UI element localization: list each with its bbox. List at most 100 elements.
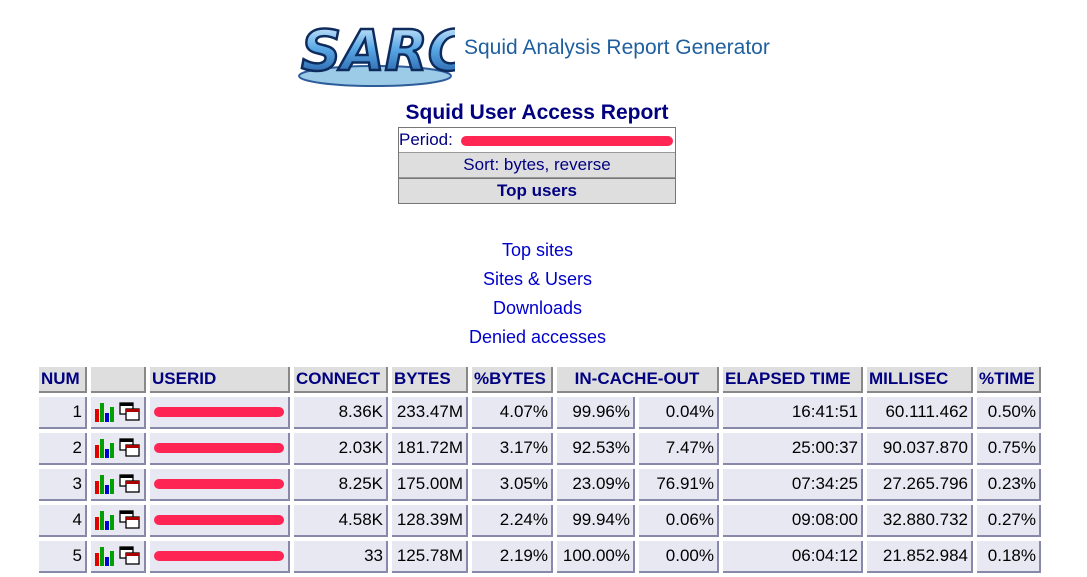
window-icon[interactable]: [119, 402, 141, 422]
row-icons: [91, 469, 146, 501]
header-percent-time: %TIME: [977, 367, 1041, 393]
report-info-box: Period: Sort: bytes, reverse Top users: [398, 127, 676, 204]
row-millisec: 32.880.732: [867, 505, 973, 537]
downloads-link[interactable]: Downloads: [492, 298, 583, 318]
header-userid: USERID: [150, 367, 290, 393]
header-icons: [91, 367, 146, 393]
row-in-cache: 23.09%: [557, 469, 635, 501]
row-bytes: 233.47M: [392, 397, 468, 429]
header-elapsed-time: ELAPSED TIME: [723, 367, 863, 393]
row-out-cache: 0.00%: [639, 541, 719, 573]
top-users-table: NUM USERID CONNECT BYTES %BYTES IN-CACHE…: [35, 363, 1045, 577]
row-icons: [91, 505, 146, 537]
row-out-cache: 0.04%: [639, 397, 719, 429]
bar-chart-icon[interactable]: [94, 510, 116, 531]
row-percent-bytes: 3.05%: [472, 469, 553, 501]
row-in-cache: 99.94%: [557, 505, 635, 537]
row-out-cache: 0.06%: [639, 505, 719, 537]
top-users-row: Top users: [399, 178, 675, 203]
header-millisec: MILLISEC: [867, 367, 973, 393]
row-millisec: 90.037.870: [867, 433, 973, 465]
period-label: Period:: [399, 130, 453, 149]
row-icons: [91, 433, 146, 465]
sort-row: Sort: bytes, reverse: [399, 153, 675, 178]
redaction-mark: [154, 515, 284, 525]
row-millisec: 27.265.796: [867, 469, 973, 501]
row-connect: 4.58K: [294, 505, 388, 537]
header-percent-bytes: %BYTES: [472, 367, 553, 393]
window-icon[interactable]: [119, 510, 141, 530]
redaction-mark: [154, 551, 284, 561]
window-icon[interactable]: [119, 546, 141, 566]
row-millisec: 21.852.984: [867, 541, 973, 573]
header-in-cache-out: IN-CACHE-OUT: [557, 367, 719, 393]
row-percent-time: 0.27%: [977, 505, 1041, 537]
report-title: Squid User Access Report: [405, 101, 669, 124]
row-num: 4: [39, 505, 87, 537]
header-bytes: BYTES: [392, 367, 468, 393]
row-icons: [91, 541, 146, 573]
top-sites-link[interactable]: Top sites: [501, 240, 574, 260]
row-percent-bytes: 3.17%: [472, 433, 553, 465]
bar-chart-icon[interactable]: [94, 438, 116, 459]
row-num: 3: [39, 469, 87, 501]
denied-accesses-link[interactable]: Denied accesses: [468, 327, 607, 347]
row-bytes: 125.78M: [392, 541, 468, 573]
table-row: 5 33 125.78M 2.19% 100.00% 0.00% 06:04:1…: [39, 541, 1041, 573]
row-elapsed-time: 16:41:51: [723, 397, 863, 429]
redaction-mark: [461, 136, 673, 146]
bar-chart-icon[interactable]: [94, 402, 116, 423]
window-icon[interactable]: [119, 438, 141, 458]
row-userid-link[interactable]: [150, 433, 290, 465]
row-userid-link[interactable]: [150, 469, 290, 501]
row-percent-time: 0.50%: [977, 397, 1041, 429]
row-percent-time: 0.18%: [977, 541, 1041, 573]
redaction-mark: [154, 407, 284, 417]
table-row: 1 8.36K 233.47M 4.07% 99.96% 0.04% 16:41…: [39, 397, 1041, 429]
header-num: NUM: [39, 367, 87, 393]
row-percent-bytes: 2.19%: [472, 541, 553, 573]
row-out-cache: 7.47%: [639, 433, 719, 465]
window-icon[interactable]: [119, 474, 141, 494]
row-connect: 2.03K: [294, 433, 388, 465]
bar-chart-icon[interactable]: [94, 546, 116, 567]
row-num: 5: [39, 541, 87, 573]
row-connect: 8.36K: [294, 397, 388, 429]
row-percent-bytes: 4.07%: [472, 397, 553, 429]
row-in-cache: 99.96%: [557, 397, 635, 429]
row-num: 2: [39, 433, 87, 465]
app-title: Squid Analysis Report Generator: [464, 36, 770, 59]
bar-chart-icon[interactable]: [94, 474, 116, 495]
redaction-mark: [154, 479, 284, 489]
row-in-cache: 100.00%: [557, 541, 635, 573]
row-bytes: 175.00M: [392, 469, 468, 501]
redaction-mark: [154, 443, 284, 453]
row-bytes: 181.72M: [392, 433, 468, 465]
row-connect: 8.25K: [294, 469, 388, 501]
row-elapsed-time: 09:08:00: [723, 505, 863, 537]
row-elapsed-time: 06:04:12: [723, 541, 863, 573]
row-connect: 33: [294, 541, 388, 573]
table-row: 4 4.58K 128.39M 2.24% 99.94% 0.06% 09:08…: [39, 505, 1041, 537]
row-userid-link[interactable]: [150, 541, 290, 573]
table-row: 3 8.25K 175.00M 3.05% 23.09% 76.91% 07:3…: [39, 469, 1041, 501]
row-percent-bytes: 2.24%: [472, 505, 553, 537]
row-num: 1: [39, 397, 87, 429]
table-header-row: NUM USERID CONNECT BYTES %BYTES IN-CACHE…: [39, 367, 1041, 393]
sarg-logo: SARC: [295, 10, 470, 90]
row-userid-link[interactable]: [150, 397, 290, 429]
row-userid-link[interactable]: [150, 505, 290, 537]
row-elapsed-time: 07:34:25: [723, 469, 863, 501]
row-icons: [91, 397, 146, 429]
row-percent-time: 0.75%: [977, 433, 1041, 465]
table-row: 2 2.03K 181.72M 3.17% 92.53% 7.47% 25:00…: [39, 433, 1041, 465]
row-in-cache: 92.53%: [557, 433, 635, 465]
logo-text: SARC: [301, 19, 455, 84]
header-connect: CONNECT: [294, 367, 388, 393]
row-bytes: 128.39M: [392, 505, 468, 537]
period-row: Period:: [399, 128, 675, 153]
row-millisec: 60.111.462: [867, 397, 973, 429]
sites-users-link[interactable]: Sites & Users: [482, 269, 593, 289]
row-percent-time: 0.23%: [977, 469, 1041, 501]
row-elapsed-time: 25:00:37: [723, 433, 863, 465]
